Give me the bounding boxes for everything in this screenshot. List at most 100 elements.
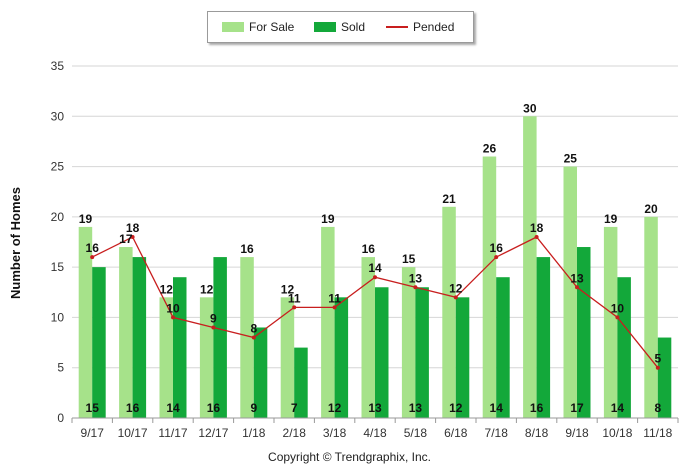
pended-point xyxy=(171,315,175,320)
for-sale-value-label: 12 xyxy=(160,282,174,296)
for-sale-value-label: 15 xyxy=(402,252,416,266)
for-sale-bar xyxy=(401,267,416,418)
for-sale-bar xyxy=(240,257,254,418)
for-sale-value-label: 12 xyxy=(200,282,214,296)
x-tick-label: 5/18 xyxy=(404,426,428,440)
for-sale-value-label: 19 xyxy=(321,212,335,226)
x-tick-label: 2/18 xyxy=(283,426,307,440)
for-sale-value-label: 30 xyxy=(523,101,537,115)
x-tick-label: 1/18 xyxy=(242,426,266,440)
sold-bar xyxy=(294,347,308,418)
pended-swatch xyxy=(386,26,408,28)
sold-bar xyxy=(253,327,268,418)
pended-point xyxy=(130,234,135,239)
pended-value-label: 18 xyxy=(530,221,544,235)
for-sale-bar xyxy=(280,297,295,418)
for-sale-bar xyxy=(523,116,537,419)
pended-value-label: 8 xyxy=(250,322,257,336)
y-tick-label: 35 xyxy=(51,59,65,73)
for-sale-bar xyxy=(442,206,456,418)
sold-value-label: 8 xyxy=(654,401,661,415)
pended-point xyxy=(615,315,620,320)
x-tick-label: 6/18 xyxy=(444,426,468,440)
legend-label-sold: Sold xyxy=(341,20,366,34)
for-sale-bar xyxy=(159,297,173,418)
legend: For Sale Sold Pended xyxy=(207,11,474,43)
pended-point xyxy=(655,365,660,370)
x-tick-label: 3/18 xyxy=(323,426,347,440)
y-tick-label: 0 xyxy=(57,411,64,425)
pended-value-label: 5 xyxy=(654,352,661,366)
y-tick-label: 5 xyxy=(57,361,64,375)
sold-bar xyxy=(334,297,349,418)
x-axis-ticks: 9/17 10/17 11/17 12/17 1/18 2/18 3/18 4/18 5/18 6… xyxy=(71,418,679,440)
legend-item-sold: Sold xyxy=(314,20,365,34)
x-tick-label: 9/18 xyxy=(565,426,589,440)
pended-value-label: 11 xyxy=(288,291,301,305)
sold-value-label: 13 xyxy=(409,401,423,415)
pended-value-label: 13 xyxy=(409,271,423,285)
sold-value-label: 9 xyxy=(250,401,257,415)
sold-bar xyxy=(213,257,227,418)
pended-point xyxy=(251,335,256,340)
sold-value-label: 16 xyxy=(207,401,221,415)
sold-value-label: 15 xyxy=(86,401,100,415)
y-tick-label: 15 xyxy=(51,260,65,274)
for-sale-value-label: 16 xyxy=(362,242,376,256)
legend-item-pended: Pended xyxy=(386,20,454,34)
sold-bar xyxy=(92,267,106,418)
for-sale-value-label: 17 xyxy=(119,232,133,246)
legend-label-for-sale: For Sale xyxy=(249,20,295,34)
for-sale-value-label: 26 xyxy=(483,142,497,156)
sold-bar xyxy=(496,277,510,418)
sold-value-label: 12 xyxy=(449,401,463,415)
for-sale-bar xyxy=(603,226,618,418)
x-tick-label: 11/17 xyxy=(158,426,187,440)
for-sale-value-label: 20 xyxy=(644,202,658,216)
pended-value-label: 16 xyxy=(86,241,100,255)
y-tick-label: 30 xyxy=(51,109,65,123)
sold-bar xyxy=(536,257,551,418)
for-sale-bar xyxy=(78,226,93,418)
for-sale-value-label: 16 xyxy=(240,242,254,256)
pended-point xyxy=(211,325,216,330)
for-sale-value-label: 19 xyxy=(604,212,618,226)
pended-value-label: 10 xyxy=(166,301,180,315)
pended-point xyxy=(90,255,95,260)
for-sale-bar xyxy=(321,226,335,418)
pended-point xyxy=(292,305,297,310)
y-tick-label: 10 xyxy=(51,310,65,324)
sold-bar xyxy=(657,337,672,418)
sold-value-label: 7 xyxy=(291,401,298,415)
x-tick-label: 7/18 xyxy=(485,426,509,440)
for-sale-bar xyxy=(644,216,658,418)
x-tick-label: 10/18 xyxy=(602,426,632,440)
for-sale-bar xyxy=(119,247,133,418)
for-sale-value-label: 21 xyxy=(442,192,456,206)
pended-point xyxy=(494,255,499,260)
x-tick-label: 4/18 xyxy=(363,426,387,440)
sold-bar xyxy=(415,287,429,418)
pended-value-label: 18 xyxy=(126,221,140,235)
x-tick-label: 8/18 xyxy=(525,426,549,440)
sold-bar xyxy=(375,287,389,418)
for-sale-swatch xyxy=(222,22,244,32)
sold-swatch xyxy=(314,22,336,32)
legend-label-pended: Pended xyxy=(413,20,455,34)
for-sale-value-label: 12 xyxy=(281,282,295,296)
pended-line-series xyxy=(90,234,660,370)
pended-value-label: 11 xyxy=(328,291,341,305)
sold-value-label: 14 xyxy=(490,401,504,415)
pended-point xyxy=(373,275,377,280)
y-tick-label: 25 xyxy=(51,160,65,174)
data-labels: 19 15 17 16 12 14 12 16 16 9 12 7 19 12 16 13 15 13 21 12 26… xyxy=(79,101,662,415)
sold-value-label: 14 xyxy=(166,401,180,415)
sold-value-label: 12 xyxy=(328,401,342,415)
y-axis-label: Number of Homes xyxy=(8,187,23,299)
sold-bar xyxy=(455,297,470,418)
y-tick-label: 20 xyxy=(51,210,65,224)
for-sale-bar xyxy=(563,166,577,418)
sold-bar xyxy=(173,277,187,418)
x-tick-label: 9/17 xyxy=(81,426,105,440)
